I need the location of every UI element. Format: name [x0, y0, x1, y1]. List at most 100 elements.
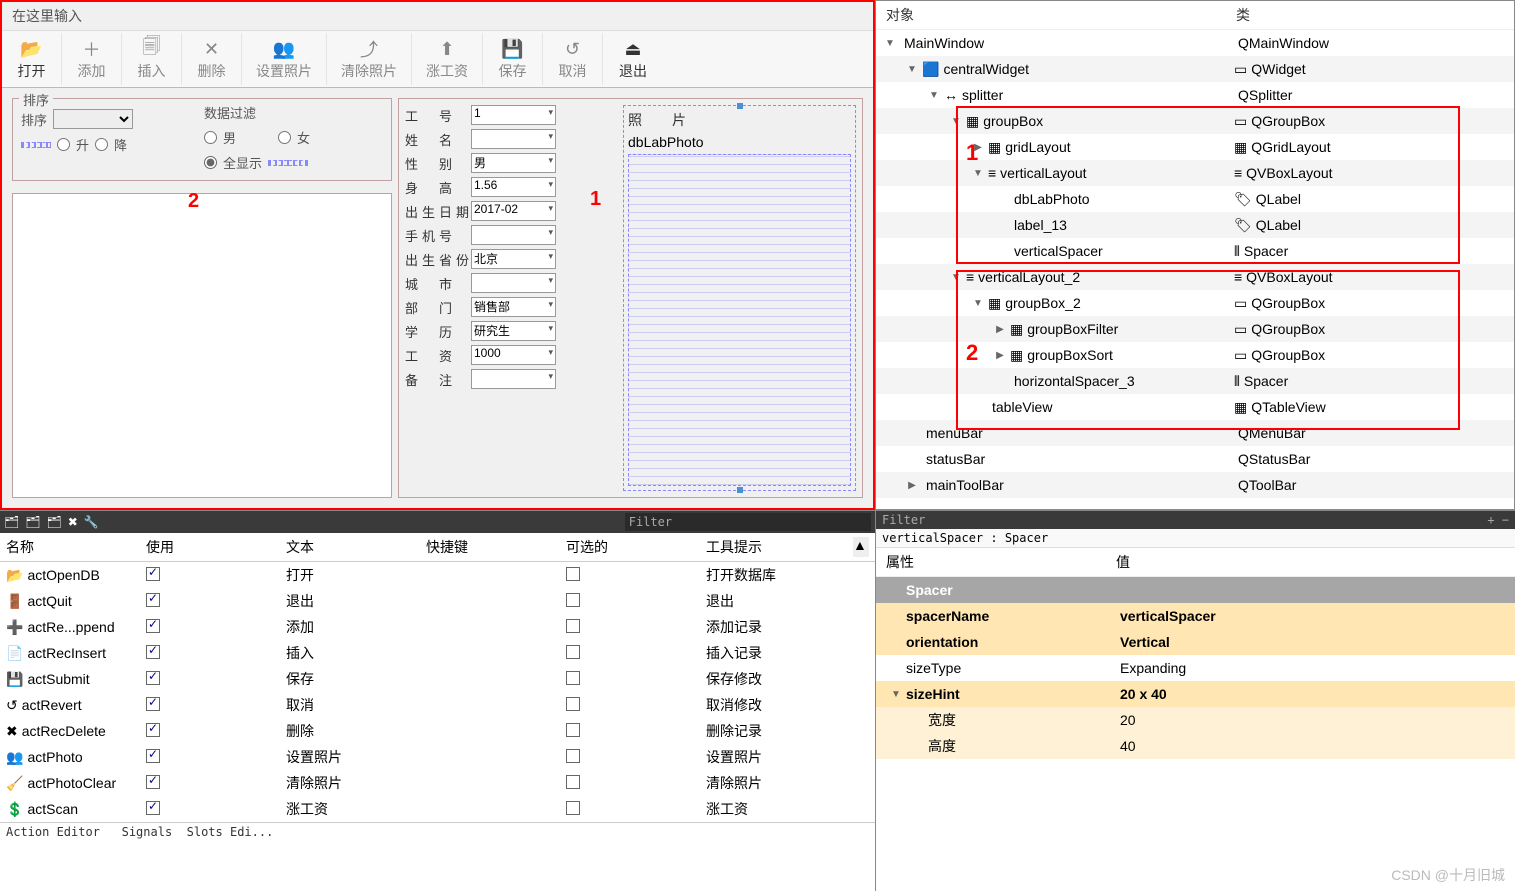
checkable-checkbox[interactable]: [566, 723, 580, 737]
action-actSubmit[interactable]: 💾actSubmit 保存 保存修改: [0, 666, 875, 692]
form-input[interactable]: [471, 273, 556, 293]
tab-icon[interactable]: 🔧: [84, 515, 99, 529]
used-checkbox[interactable]: [146, 697, 160, 711]
tree-col-class[interactable]: 类: [1236, 5, 1504, 25]
action-actScan[interactable]: 💲actScan 涨工资 涨工资: [0, 796, 875, 822]
tab-icon[interactable]: 🗂: [4, 515, 19, 529]
form-input[interactable]: 北京: [471, 249, 556, 269]
col-shortcut[interactable]: 快捷键: [426, 537, 566, 557]
used-checkbox[interactable]: [146, 749, 160, 763]
form-input[interactable]: 男: [471, 153, 556, 173]
action-actOpenDB[interactable]: 📂actOpenDB 打开 打开数据库: [0, 562, 875, 588]
checkable-checkbox[interactable]: [566, 645, 580, 659]
form-input[interactable]: 2017-02: [471, 201, 556, 221]
search-bar[interactable]: 在这里输入: [2, 2, 873, 31]
expand-icon[interactable]: [950, 272, 962, 283]
prop-value[interactable]: 20 x 40: [1106, 686, 1515, 702]
table-view[interactable]: [12, 193, 392, 498]
expand-icon[interactable]: [884, 38, 896, 49]
prop-body[interactable]: SpacerspacerNameverticalSpacerorientatio…: [876, 577, 1515, 759]
col-text[interactable]: 文本: [286, 537, 426, 557]
prop-spacerName[interactable]: spacerNameverticalSpacer: [876, 603, 1515, 629]
col-name[interactable]: 名称: [6, 537, 146, 557]
form-input[interactable]: 研究生: [471, 321, 556, 341]
checkable-checkbox[interactable]: [566, 619, 580, 633]
used-checkbox[interactable]: [146, 593, 160, 607]
expand-icon[interactable]: [972, 168, 984, 179]
checkable-checkbox[interactable]: [566, 801, 580, 815]
checkable-checkbox[interactable]: [566, 593, 580, 607]
prop-value[interactable]: 40: [1106, 738, 1515, 754]
form-input[interactable]: 销售部: [471, 297, 556, 317]
expand-icon[interactable]: [994, 350, 1006, 361]
prop-value[interactable]: Expanding: [1106, 660, 1515, 676]
tree-body[interactable]: MainWindowQMainWindow🟦centralWidget▭QWid…: [876, 30, 1514, 509]
toolbar-设置照片[interactable]: 👥设置照片: [242, 33, 327, 85]
expand-icon[interactable]: [906, 64, 918, 75]
prop-orientation[interactable]: orientationVertical: [876, 629, 1515, 655]
tree-item-verticalSpacer[interactable]: verticalSpacer⫴Spacer: [876, 238, 1514, 264]
tree-item-groupBox_2[interactable]: ▦groupBox_2▭QGroupBox: [876, 290, 1514, 316]
tree-item-mainToolBar[interactable]: mainToolBarQToolBar: [876, 472, 1514, 498]
checkable-checkbox[interactable]: [566, 749, 580, 763]
form-input[interactable]: 1000: [471, 345, 556, 365]
tab-icon[interactable]: 🗂: [46, 515, 61, 529]
prop-col-name[interactable]: 属性: [886, 552, 1116, 572]
tree-item-menuBar[interactable]: menuBarQMenuBar: [876, 420, 1514, 446]
used-checkbox[interactable]: [146, 671, 160, 685]
prop-高度[interactable]: 高度40: [876, 733, 1515, 759]
tree-item-horizontalSpacer_3[interactable]: horizontalSpacer_3⫴Spacer: [876, 368, 1514, 394]
tree-item-MainWindow[interactable]: MainWindowQMainWindow: [876, 30, 1514, 56]
actions-body[interactable]: 📂actOpenDB 打开 打开数据库 🚪actQuit 退出 退出 ➕actR…: [0, 562, 875, 822]
action-actRe...ppend[interactable]: ➕actRe...ppend 添加 添加记录: [0, 614, 875, 640]
col-checkable[interactable]: 可选的: [566, 537, 706, 557]
expand-icon[interactable]: [972, 298, 984, 309]
toolbar-退出[interactable]: ⏏退出: [603, 33, 663, 85]
form-input[interactable]: 1.56: [471, 177, 556, 197]
checkable-checkbox[interactable]: [566, 567, 580, 581]
form-input[interactable]: [471, 225, 556, 245]
used-checkbox[interactable]: [146, 723, 160, 737]
sort-combo[interactable]: [53, 109, 133, 129]
prop-value[interactable]: 20: [1106, 712, 1515, 728]
toolbar-打开[interactable]: 📂打开: [2, 33, 62, 85]
prop-sizeHint[interactable]: sizeHint20 x 40: [876, 681, 1515, 707]
form-input[interactable]: [471, 129, 556, 149]
sort-desc-radio[interactable]: [95, 138, 108, 151]
filter-male-radio[interactable]: [204, 131, 217, 144]
tree-item-dbLabPhoto[interactable]: dbLabPhoto🏷QLabel: [876, 186, 1514, 212]
checkable-checkbox[interactable]: [566, 671, 580, 685]
col-used[interactable]: 使用: [146, 537, 286, 557]
filter-female-radio[interactable]: [278, 131, 291, 144]
expand-icon[interactable]: [950, 116, 962, 127]
prop-value[interactable]: Vertical: [1106, 634, 1515, 650]
expand-icon[interactable]: [928, 90, 940, 101]
toolbar-保存[interactable]: 💾保存: [483, 33, 543, 85]
expand-icon[interactable]: [890, 689, 902, 700]
tree-item-groupBoxFilter[interactable]: ▦groupBoxFilter▭QGroupBox: [876, 316, 1514, 342]
action-actRecInsert[interactable]: 📄actRecInsert 插入 插入记录: [0, 640, 875, 666]
checkable-checkbox[interactable]: [566, 775, 580, 789]
tree-item-label_13[interactable]: label_13🏷QLabel: [876, 212, 1514, 238]
toolbar-插入[interactable]: 🗐插入: [122, 33, 182, 85]
tree-item-tableView[interactable]: tableView▦QTableView: [876, 394, 1514, 420]
tree-item-groupBox[interactable]: ▦groupBox▭QGroupBox: [876, 108, 1514, 134]
used-checkbox[interactable]: [146, 645, 160, 659]
sort-asc-radio[interactable]: [57, 138, 70, 151]
tree-item-splitter[interactable]: ↔splitterQSplitter: [876, 82, 1514, 108]
used-checkbox[interactable]: [146, 619, 160, 633]
prop-sizeType[interactable]: sizeTypeExpanding: [876, 655, 1515, 681]
form-input[interactable]: [471, 369, 556, 389]
prop-宽度[interactable]: 宽度20: [876, 707, 1515, 733]
property-filter-input[interactable]: Filter: [882, 513, 925, 527]
scrollbar[interactable]: ▲: [853, 537, 869, 557]
tree-col-object[interactable]: 对象: [886, 5, 1236, 25]
action-actPhotoClear[interactable]: 🧹actPhotoClear 清除照片 清除照片: [0, 770, 875, 796]
expand-icon[interactable]: [994, 324, 1006, 335]
prop-value[interactable]: verticalSpacer: [1106, 608, 1515, 624]
tree-item-centralWidget[interactable]: 🟦centralWidget▭QWidget: [876, 56, 1514, 82]
action-filter-input[interactable]: Filter: [625, 513, 871, 531]
form-input[interactable]: 1: [471, 105, 556, 125]
action-actRecDelete[interactable]: ✖actRecDelete 删除 删除记录: [0, 718, 875, 744]
used-checkbox[interactable]: [146, 775, 160, 789]
